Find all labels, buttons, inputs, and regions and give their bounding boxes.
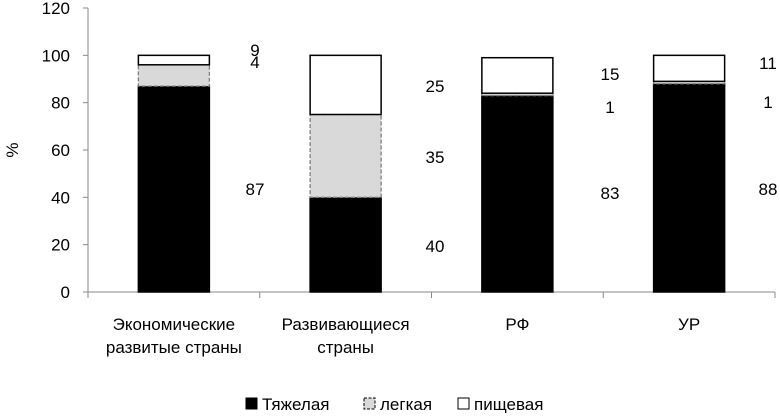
bar-segment-пищевая <box>309 54 382 116</box>
bar-segment-легкая <box>137 64 211 87</box>
bar-segment-Тяжелая <box>652 82 726 293</box>
bar-segment-легкая <box>652 80 726 85</box>
category-label: УР <box>678 315 700 334</box>
y-tick-label: 20 <box>51 236 70 255</box>
category-label: страны <box>317 338 374 357</box>
data-label-пищевая: 25 <box>426 77 445 96</box>
data-label-пищевая: 15 <box>601 65 620 84</box>
bar-segment-пищевая <box>652 54 726 83</box>
legend-swatch <box>363 397 376 410</box>
bar-segment-легкая <box>309 113 382 198</box>
y-tick-label: 0 <box>61 283 70 302</box>
legend-swatch <box>245 397 258 410</box>
bar-segment-легкая <box>481 92 554 97</box>
data-label-легкая: 9 <box>250 41 259 60</box>
data-label-Тяжелая: 40 <box>426 237 445 256</box>
data-label-Тяжелая: 88 <box>759 180 778 199</box>
data-label-Тяжелая: 83 <box>601 184 620 203</box>
category-label: развитые страны <box>106 338 242 357</box>
data-label-Тяжелая: 87 <box>246 180 265 199</box>
data-label-пищевая: 11 <box>759 54 777 73</box>
data-label-легкая: 1 <box>605 98 614 117</box>
bar-segment-Тяжелая <box>481 94 554 293</box>
legend-label: Тяжелая <box>262 395 329 413</box>
data-label-легкая: 1 <box>763 93 772 112</box>
bar-segment-пищевая <box>481 56 554 94</box>
legend-swatch <box>457 397 470 410</box>
category-label: Экономические <box>113 315 236 334</box>
bar-segment-Тяжелая <box>309 196 382 293</box>
y-tick-label: 100 <box>42 46 70 65</box>
legend-label: легкая <box>380 395 432 413</box>
data-label-пищевая: 4 <box>250 53 259 72</box>
y-tick-label: 80 <box>51 94 70 113</box>
bar-segment-Тяжелая <box>137 85 211 293</box>
y-tick-label: 40 <box>51 188 70 207</box>
legend-label: пищевая <box>474 395 543 413</box>
y-axis-title: % <box>3 142 22 157</box>
y-tick-label: 60 <box>51 141 70 160</box>
category-label: РФ <box>505 315 529 334</box>
category-label: Развивающиеся <box>282 315 410 334</box>
data-label-легкая: 35 <box>426 148 445 167</box>
y-tick-label: 120 <box>42 0 70 18</box>
bar-segment-пищевая <box>137 54 211 66</box>
